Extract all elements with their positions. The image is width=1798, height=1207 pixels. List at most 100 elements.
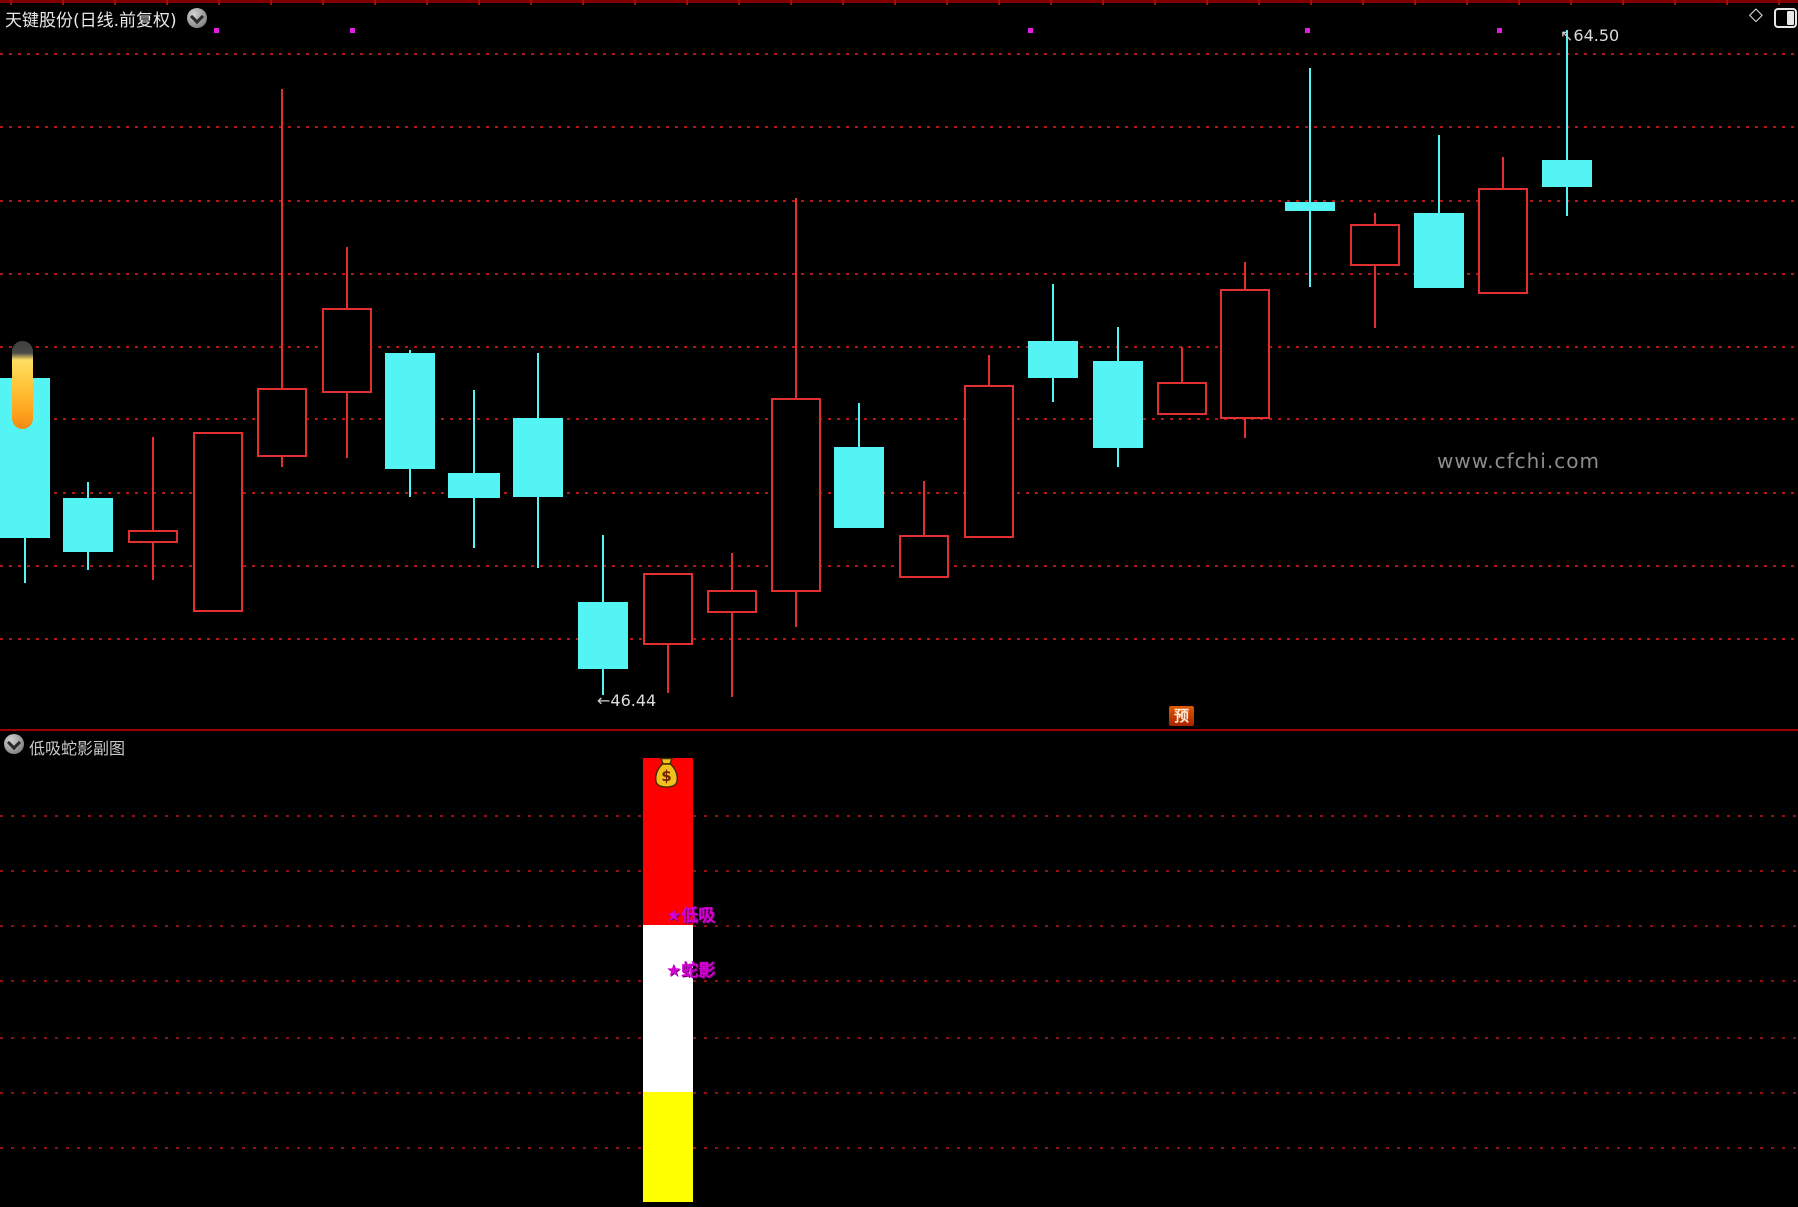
title-chevron-down-icon[interactable] (187, 8, 207, 28)
candle-body (1350, 224, 1400, 266)
axis-tick (1674, 0, 1676, 5)
main-gridline (0, 53, 1798, 55)
axis-tick (1570, 0, 1572, 5)
axis-tick (530, 0, 532, 5)
axis-tick (998, 0, 1000, 5)
axis-tick (374, 0, 376, 5)
buy-signal-label: ★低吸 (666, 906, 716, 926)
watermark: www.cfchi.com (1437, 449, 1600, 473)
signal-dot-icon (1305, 28, 1310, 33)
axis-tick (582, 0, 584, 5)
candle-wick (923, 481, 925, 578)
axis-tick (1050, 0, 1052, 5)
axis-tick (1518, 0, 1520, 5)
candle-body (899, 535, 949, 578)
high-price-value: 64.50 (1573, 26, 1620, 45)
svg-text:$: $ (661, 767, 671, 785)
candle-body (578, 602, 628, 669)
forecast-badge: 预 (1169, 706, 1194, 726)
candle-wick (731, 553, 733, 697)
pane-divider (0, 729, 1798, 731)
subchart-chevron-down-icon[interactable] (4, 734, 24, 754)
axis-tick (1102, 0, 1104, 5)
axis-tick (842, 0, 844, 5)
sub-gridline (0, 925, 1798, 927)
axis-tick (322, 0, 324, 5)
main-gridline (0, 126, 1798, 128)
main-gridline (0, 346, 1798, 348)
candle-wick (152, 437, 154, 580)
axis-tick (1726, 0, 1728, 5)
candle-wick (1566, 30, 1568, 216)
candle-wick (281, 89, 283, 467)
candle-wick (1181, 347, 1183, 415)
signal-dot-icon (1497, 28, 1502, 33)
indicator-column-segment (643, 1092, 693, 1202)
main-gridline (0, 638, 1798, 640)
subchart-title: 低吸蛇影副图 (29, 739, 126, 758)
panel-layout-icon[interactable] (1774, 8, 1797, 28)
axis-tick (1414, 0, 1416, 5)
up-left-arrow-icon: ↖ (1560, 26, 1574, 45)
stock-title: 天键股份(日线.前复权) (5, 11, 177, 31)
axis-tick (1466, 0, 1468, 5)
candle-wick (1374, 213, 1376, 328)
candle-body (513, 418, 563, 497)
axis-tick (1622, 0, 1624, 5)
axis-tick (1362, 0, 1364, 5)
axis-tick (738, 0, 740, 5)
axis-tick (790, 0, 792, 5)
candle-body (448, 473, 500, 498)
candle-body (1028, 341, 1078, 378)
candle-body (707, 590, 757, 613)
axis-tick (10, 0, 12, 5)
axis-tick (1310, 0, 1312, 5)
main-gridline (0, 418, 1798, 420)
low-price-annotation: ←46.44 (597, 691, 656, 710)
candle-body (643, 573, 693, 645)
shadow-signal-label: ★蛇影 (666, 961, 716, 981)
chart-top-border (0, 0, 1798, 3)
candle-body (1285, 202, 1335, 211)
candle-body (1414, 213, 1464, 288)
candle-body (257, 388, 307, 457)
diamond-icon[interactable]: ◇ (1749, 4, 1763, 25)
candle-body (834, 447, 884, 528)
candle-body (63, 498, 113, 552)
axis-tick (894, 0, 896, 5)
signal-dot-icon (350, 28, 355, 33)
high-price-annotation: ↖64.50 (1560, 26, 1619, 45)
main-gridline (0, 492, 1798, 494)
low-price-value: 46.44 (610, 691, 657, 710)
axis-tick (1206, 0, 1208, 5)
candle-wick (473, 390, 475, 548)
candle-body (1542, 160, 1592, 187)
axis-tick (1778, 0, 1780, 5)
axis-tick (634, 0, 636, 5)
highlight-capsule-marker (12, 341, 33, 429)
candle-body (385, 353, 435, 469)
signal-dot-icon (214, 28, 219, 33)
axis-tick (946, 0, 948, 5)
candle-body (1157, 382, 1207, 415)
signal-dot-icon (1028, 28, 1033, 33)
sub-gridline (0, 870, 1798, 872)
axis-tick (686, 0, 688, 5)
sub-gridline (0, 815, 1798, 817)
sub-gridline (0, 1147, 1798, 1149)
axis-tick (270, 0, 272, 5)
candle-body (1220, 289, 1270, 419)
axis-tick (166, 0, 168, 5)
axis-tick (114, 0, 116, 5)
candle-body (771, 398, 821, 592)
candle-wick (1309, 68, 1311, 287)
axis-tick (62, 0, 64, 5)
axis-tick (478, 0, 480, 5)
left-arrow-icon: ← (597, 691, 611, 710)
sub-gridline (0, 1092, 1798, 1094)
sub-gridline (0, 980, 1798, 982)
candle-body (128, 530, 178, 543)
candle-body (193, 432, 243, 612)
main-gridline (0, 200, 1798, 202)
axis-tick (426, 0, 428, 5)
